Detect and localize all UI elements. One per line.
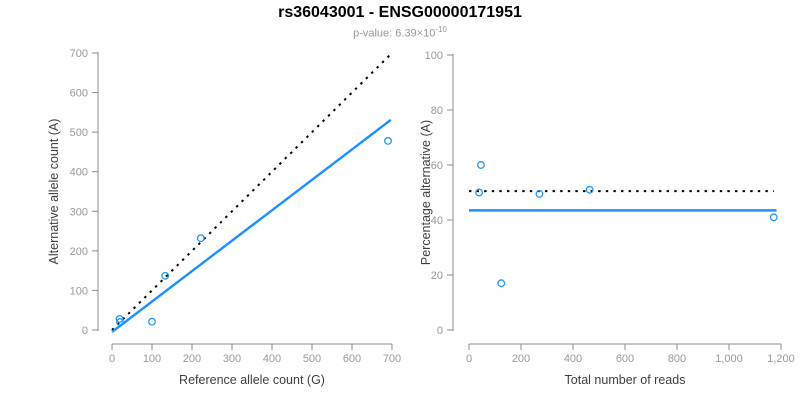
figure-title: rs36043001 - ENSG00000171951 <box>278 4 522 21</box>
x-tick-label: 600 <box>616 353 634 365</box>
y-axis-title: Alternative allele count (A) <box>47 119 61 265</box>
y-tick-label: 400 <box>70 167 88 179</box>
x-tick-label: 200 <box>512 353 530 365</box>
data-point-circle <box>477 161 485 169</box>
y-tick-label: 100 <box>425 50 443 62</box>
pvalue-exponent: -10 <box>435 25 447 34</box>
y-axis-title: Percentage alternative (A) <box>419 120 433 265</box>
allele-counts-panel: 0 100 200 300 400 500 600 700 0 100 200 300 400 500 60… <box>47 48 401 387</box>
data-point-circle <box>769 213 778 222</box>
x-tick-label: 300 <box>223 353 241 365</box>
figure-subtitle: p-value: 6.39×10-10 <box>0 25 800 40</box>
regression-line <box>111 118 392 333</box>
y-tick-label: 300 <box>70 206 88 218</box>
data-point-circle <box>384 136 392 145</box>
data-point-circle <box>161 271 170 280</box>
y-tick-label: 500 <box>70 127 88 139</box>
y-tick-label: 100 <box>70 285 88 297</box>
x-tick-label: 200 <box>183 353 201 365</box>
y-tick-label: 40 <box>431 215 443 227</box>
data-point-circle <box>497 279 506 288</box>
data-point-circle <box>535 189 544 198</box>
x-tick-label: 800 <box>668 353 686 365</box>
y-tick-label: 0 <box>437 325 443 337</box>
x-tick-label: 600 <box>343 353 361 365</box>
x-tick-label: 100 <box>143 353 161 365</box>
x-tick-label: 700 <box>383 353 401 365</box>
x-axis-title: Total number of reads <box>565 373 686 387</box>
data-point-circle <box>116 318 124 327</box>
y-tick-label: 200 <box>70 246 88 258</box>
pvalue-text: p-value: 6.39×10 <box>353 27 436 40</box>
y-tick-label: 60 <box>431 160 443 172</box>
data-point-circle <box>148 317 156 326</box>
data-point-circle <box>475 188 484 197</box>
x-tick-label: 400 <box>564 353 582 365</box>
data-point-circle <box>585 185 594 194</box>
x-tick-label: 400 <box>263 353 281 365</box>
x-axis-title: Reference allele count (G) <box>179 373 325 387</box>
x-tick-label: 0 <box>466 353 472 365</box>
identity-line <box>111 54 391 331</box>
x-tick-label: 1,200 <box>767 353 795 365</box>
y-tick-label: 80 <box>431 105 443 117</box>
percentage-panel: 0 200 400 600 800 1,000 1,200 0 20 40 60 80 100 Total… <box>419 50 795 387</box>
data-point-circle <box>115 314 124 323</box>
x-tick-label: 500 <box>303 353 321 365</box>
y-tick-label: 0 <box>82 325 88 337</box>
x-tick-label: 1,000 <box>715 353 743 365</box>
y-tick-label: 20 <box>431 270 443 282</box>
x-tick-label: 0 <box>109 353 115 365</box>
y-tick-label: 600 <box>70 88 88 100</box>
y-tick-label: 700 <box>70 48 88 60</box>
data-point-circle <box>196 234 205 243</box>
